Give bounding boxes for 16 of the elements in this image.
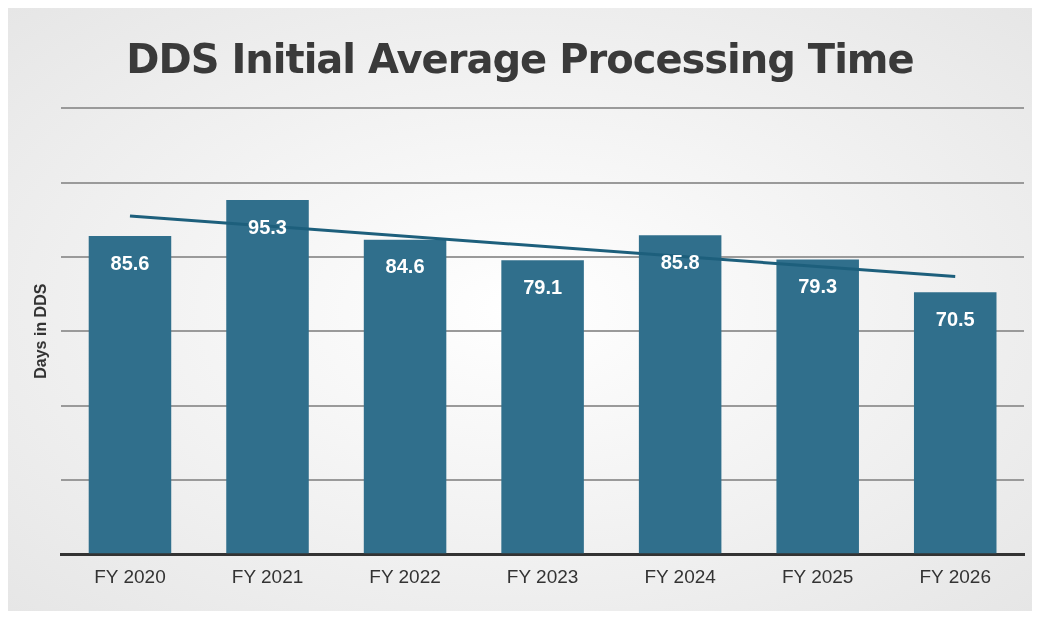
data-label: 84.6 [385,255,425,278]
data-label: 79.1 [523,275,563,298]
x-tick-label: FY 2024 [644,565,717,587]
chart-title: DDS Initial Average Processing Time [125,36,915,82]
x-tick-label: FY 2022 [369,565,441,587]
x-tick-label: FY 2025 [781,565,854,587]
data-label: 79.3 [798,274,838,297]
x-tick-label: FY 2021 [231,565,304,587]
data-label: 95.3 [248,215,287,238]
data-label: 70.5 [935,307,975,330]
data-label: 85.6 [110,251,150,274]
y-axis-title: Days in DDS [32,283,50,379]
x-tick-label: FY 2026 [919,565,991,587]
x-tick-label: FY 2020 [94,565,166,587]
x-tick-label: FY 2023 [506,565,579,587]
data-label: 85.8 [660,250,700,273]
